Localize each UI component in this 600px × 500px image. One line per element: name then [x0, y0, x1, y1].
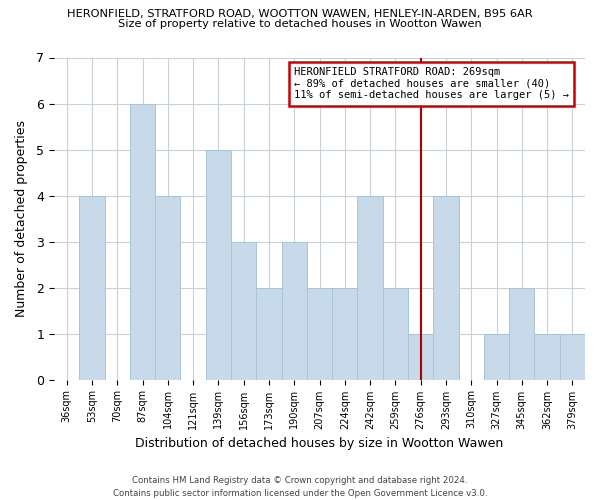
Bar: [130, 104, 155, 380]
Text: HERONFIELD, STRATFORD ROAD, WOOTTON WAWEN, HENLEY-IN-ARDEN, B95 6AR: HERONFIELD, STRATFORD ROAD, WOOTTON WAWE…: [67, 9, 533, 19]
X-axis label: Distribution of detached houses by size in Wootton Wawen: Distribution of detached houses by size …: [136, 437, 503, 450]
Text: Contains HM Land Registry data © Crown copyright and database right 2024.
Contai: Contains HM Land Registry data © Crown c…: [113, 476, 487, 498]
Bar: [408, 334, 433, 380]
Text: Size of property relative to detached houses in Wootton Wawen: Size of property relative to detached ho…: [118, 19, 482, 29]
Bar: [231, 242, 256, 380]
Bar: [281, 242, 307, 380]
Bar: [155, 196, 181, 380]
Bar: [206, 150, 231, 380]
Bar: [433, 196, 458, 380]
Bar: [509, 288, 535, 380]
Bar: [484, 334, 509, 380]
Bar: [358, 196, 383, 380]
Bar: [79, 196, 104, 380]
Text: HERONFIELD STRATFORD ROAD: 269sqm
← 89% of detached houses are smaller (40)
11% : HERONFIELD STRATFORD ROAD: 269sqm ← 89% …: [294, 67, 569, 100]
Bar: [256, 288, 281, 380]
Bar: [560, 334, 585, 380]
Y-axis label: Number of detached properties: Number of detached properties: [15, 120, 28, 317]
Bar: [307, 288, 332, 380]
Bar: [535, 334, 560, 380]
Bar: [332, 288, 358, 380]
Bar: [383, 288, 408, 380]
